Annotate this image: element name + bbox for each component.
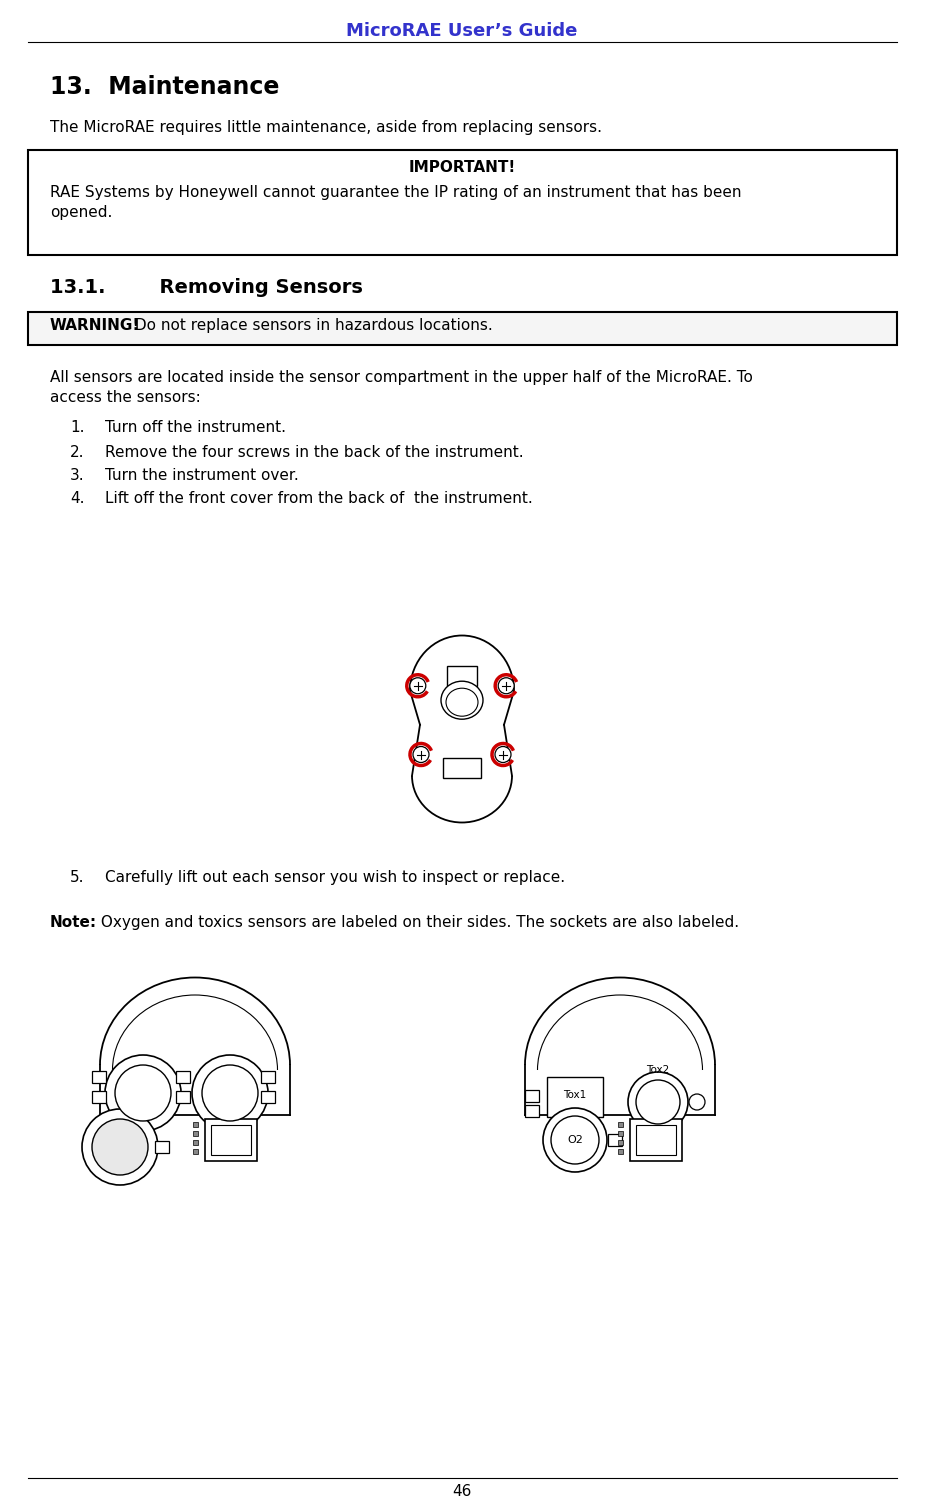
Text: 4.: 4. <box>70 491 84 506</box>
Circle shape <box>192 1056 268 1131</box>
Text: access the sensors:: access the sensors: <box>50 390 201 405</box>
Circle shape <box>105 1056 181 1131</box>
Bar <box>447 666 477 685</box>
Bar <box>443 758 481 777</box>
Bar <box>92 1071 106 1083</box>
Bar <box>261 1090 275 1102</box>
Circle shape <box>413 747 429 762</box>
Bar <box>155 1142 169 1154</box>
Circle shape <box>115 1065 171 1120</box>
Bar <box>261 1071 275 1083</box>
Bar <box>176 1090 190 1102</box>
Bar <box>636 1125 676 1155</box>
Bar <box>618 1122 623 1126</box>
Bar <box>92 1090 106 1102</box>
Text: Turn the instrument over.: Turn the instrument over. <box>105 468 299 483</box>
Circle shape <box>410 678 426 694</box>
Circle shape <box>82 1108 158 1185</box>
Ellipse shape <box>405 636 519 831</box>
Text: The MicroRAE requires little maintenance, aside from replacing sensors.: The MicroRAE requires little maintenance… <box>50 120 602 136</box>
Circle shape <box>551 1116 599 1164</box>
FancyBboxPatch shape <box>28 312 897 345</box>
Circle shape <box>499 678 514 694</box>
Circle shape <box>92 1119 148 1175</box>
Bar <box>618 1131 623 1136</box>
Bar <box>193 1149 198 1154</box>
Ellipse shape <box>527 989 713 1161</box>
Text: 46: 46 <box>452 1483 472 1498</box>
Bar <box>618 1149 623 1154</box>
Bar <box>547 1077 603 1117</box>
Bar <box>205 1119 257 1161</box>
Text: Oxygen and toxics sensors are labeled on their sides. The sockets are also label: Oxygen and toxics sensors are labeled on… <box>96 916 739 931</box>
Text: 3.: 3. <box>70 468 84 483</box>
Circle shape <box>689 1093 705 1110</box>
FancyBboxPatch shape <box>28 151 897 255</box>
Ellipse shape <box>102 989 288 1161</box>
Text: O2: O2 <box>567 1136 583 1145</box>
Bar <box>176 1071 190 1083</box>
Text: 1.: 1. <box>70 420 84 435</box>
Text: Do not replace sensors in hazardous locations.: Do not replace sensors in hazardous loca… <box>130 318 493 333</box>
Text: 13.1.        Removing Sensors: 13.1. Removing Sensors <box>50 279 363 297</box>
Text: Carefully lift out each sensor you wish to inspect or replace.: Carefully lift out each sensor you wish … <box>105 870 565 886</box>
Text: Lift off the front cover from the back of  the instrument.: Lift off the front cover from the back o… <box>105 491 533 506</box>
Bar <box>630 1119 682 1161</box>
Circle shape <box>495 747 511 762</box>
Text: 5.: 5. <box>70 870 84 886</box>
Text: 13.  Maintenance: 13. Maintenance <box>50 75 279 99</box>
Circle shape <box>543 1108 607 1172</box>
Bar <box>618 1140 623 1145</box>
Circle shape <box>202 1065 258 1120</box>
Bar <box>525 1090 539 1102</box>
Bar <box>525 1105 539 1117</box>
Circle shape <box>636 1080 680 1123</box>
Bar <box>193 1140 198 1145</box>
Ellipse shape <box>441 681 483 720</box>
Bar <box>527 1063 713 1114</box>
Text: opened.: opened. <box>50 205 112 220</box>
Bar <box>193 1122 198 1126</box>
Text: Tox2: Tox2 <box>647 1065 670 1075</box>
Text: MicroRAE User’s Guide: MicroRAE User’s Guide <box>346 23 578 41</box>
Text: 2.: 2. <box>70 444 84 459</box>
Bar <box>608 1134 622 1146</box>
Text: IMPORTANT!: IMPORTANT! <box>408 160 515 175</box>
Text: WARNING!: WARNING! <box>50 318 141 333</box>
Bar <box>211 1125 251 1155</box>
Text: Tox1: Tox1 <box>563 1090 586 1099</box>
Circle shape <box>628 1072 688 1133</box>
Text: Remove the four screws in the back of the instrument.: Remove the four screws in the back of th… <box>105 444 524 459</box>
Text: Turn off the instrument.: Turn off the instrument. <box>105 420 286 435</box>
Ellipse shape <box>446 688 478 717</box>
Text: All sensors are located inside the sensor compartment in the upper half of the M: All sensors are located inside the senso… <box>50 370 753 386</box>
Bar <box>193 1131 198 1136</box>
Bar <box>102 1063 288 1114</box>
Text: RAE Systems by Honeywell cannot guarantee the IP rating of an instrument that ha: RAE Systems by Honeywell cannot guarante… <box>50 185 742 200</box>
Text: Note:: Note: <box>50 916 97 931</box>
